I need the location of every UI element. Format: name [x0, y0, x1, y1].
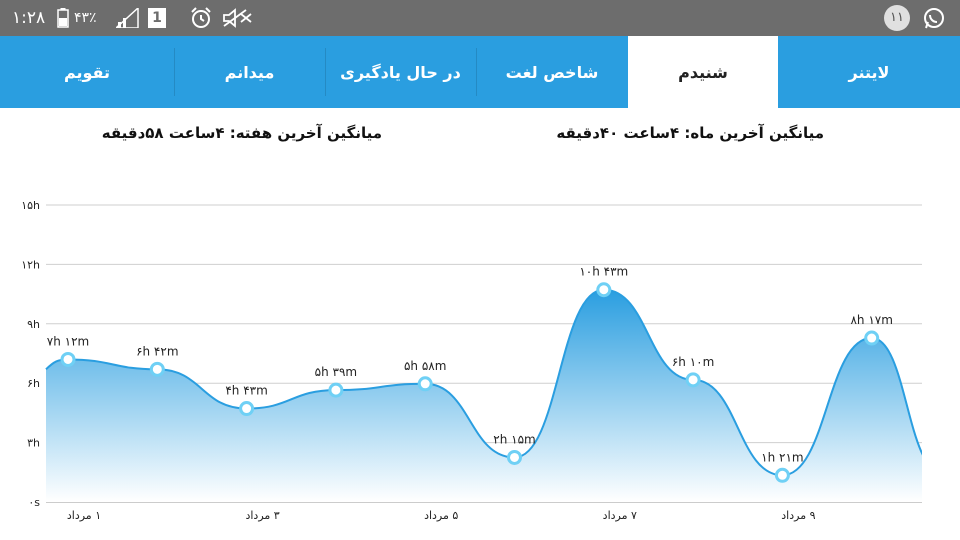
y-tick-label: ۱۵h: [21, 199, 40, 212]
tab-heard[interactable]: شنیدم: [628, 36, 778, 108]
data-point: [864, 330, 880, 346]
notification-count-badge: ۱۱: [884, 0, 910, 36]
data-point: [239, 401, 255, 417]
signal-icon: [116, 0, 140, 36]
data-label: ۶h ۴۲m: [136, 344, 178, 358]
data-point: [685, 372, 701, 388]
data-label: ۵h ۳۹m: [315, 365, 357, 379]
data-point: [60, 351, 76, 367]
data-point: [774, 467, 790, 483]
tab-known[interactable]: میدانم: [174, 36, 325, 108]
battery-percent: ۴۳٪: [74, 10, 97, 26]
mute-icon: [222, 0, 254, 36]
data-point: [328, 382, 344, 398]
tab-label: شنیدم: [678, 62, 728, 82]
data-label: ۷h ۱۲m: [47, 334, 89, 348]
y-tick-label: ۶h: [27, 377, 40, 390]
data-point: [417, 376, 433, 392]
data-point: [596, 282, 612, 298]
y-tick-label: ۰s: [28, 496, 40, 509]
y-tick-label: ۹h: [27, 318, 40, 331]
sim-icon: 1: [148, 0, 166, 36]
listening-time-chart: ۰s ۳h ۶h ۹h ۱۲h ۱۵h ۱ مرداد ۳ مرداد ۵ مرداد ۷ مرد…: [21, 180, 960, 530]
whatsapp-icon: [922, 0, 946, 36]
data-label: ۶h ۱۰m: [672, 355, 714, 369]
tab-calendar[interactable]: تقویم: [0, 36, 174, 108]
data-point: [149, 361, 165, 377]
data-label: ۱۰h ۴۳m: [579, 265, 628, 279]
x-tick-label: ۷ مرداد: [603, 509, 637, 522]
tab-label: تقویم: [63, 62, 111, 82]
clock: ۱:۲۸: [12, 8, 46, 28]
tab-bar: لایتنر شنیدم شاخص لغت در حال یادگیری مید…: [0, 36, 960, 108]
tab-label: میدانم: [224, 62, 275, 82]
data-label: ۲h ۱۵m: [493, 432, 535, 446]
month-average: میانگین آخرین ماه: ۴ساعت ۴۰دقیقه: [556, 124, 824, 142]
status-bar: ۱:۲۸ ۴۳٪ 1 ۱۱: [0, 0, 960, 36]
y-tick-label: ۱۲h: [21, 258, 40, 271]
chart-area: [46, 289, 942, 502]
x-tick-label: ۳ مرداد: [245, 509, 279, 522]
data-label: ۱h ۲۱m: [761, 450, 803, 464]
tab-label: در حال یادگیری: [340, 62, 461, 82]
data-label: ۸h ۱۷m: [850, 313, 892, 327]
alarm-icon: [190, 0, 212, 36]
data-label: ۴h ۴۳m: [225, 384, 267, 398]
tab-label: شاخص لغت: [505, 62, 599, 82]
y-tick-label: ۳h: [27, 437, 40, 450]
x-tick-label: ۹ مرداد: [781, 509, 815, 522]
data-label: ۵h ۵۸m: [404, 359, 446, 373]
data-point: [507, 449, 522, 465]
tab-label: لایتنر: [848, 62, 890, 82]
battery-icon: [57, 0, 69, 36]
tab-word-index[interactable]: شاخص لغت: [476, 36, 628, 108]
tab-leitner[interactable]: لایتنر: [778, 36, 960, 108]
x-tick-label: ۱ مرداد: [67, 509, 101, 522]
week-average: میانگین آخرین هفته: ۴ساعت ۵۸دقیقه: [101, 124, 382, 142]
x-tick-label: ۵ مرداد: [424, 509, 458, 522]
chart-right-mask: [922, 180, 960, 530]
chart-line: [45, 288, 943, 477]
tab-learning[interactable]: در حال یادگیری: [325, 36, 476, 108]
sim-label: 1: [148, 8, 166, 28]
notification-count: ۱۱: [884, 5, 910, 31]
